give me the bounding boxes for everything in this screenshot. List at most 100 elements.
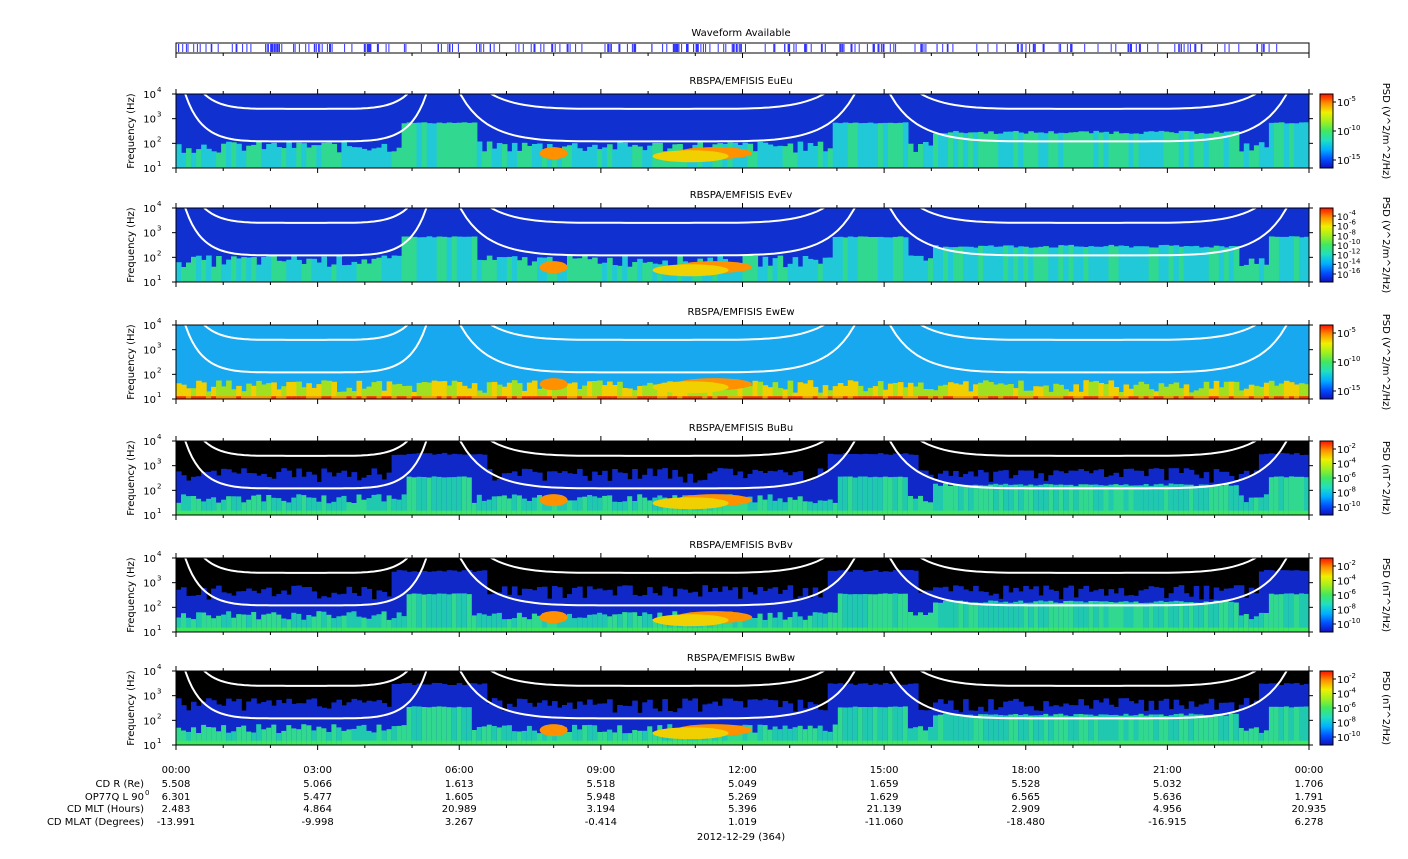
spectrogram-cell — [847, 740, 854, 745]
spectrogram-cell — [938, 602, 944, 632]
spectrogram-cell — [1188, 246, 1195, 282]
spectrogram-cell — [401, 236, 408, 282]
spectrogram-cell — [1108, 380, 1115, 399]
spectrogram-cell — [842, 627, 849, 632]
spectrogram-cell — [506, 594, 513, 632]
spectrogram-cell — [1118, 245, 1125, 282]
spectrogram-cell — [1163, 485, 1170, 515]
spectrogram-cell — [1113, 131, 1120, 168]
spectrogram-cell — [1273, 706, 1280, 745]
spectrogram-cell — [732, 700, 739, 745]
spectrogram-cell — [356, 396, 363, 399]
spectrogram-cell — [1108, 627, 1115, 632]
spectrogram-cell — [832, 396, 839, 399]
spectrogram-cell — [491, 496, 498, 515]
y-tick-label: 10 — [143, 278, 156, 289]
spectrogram-cell — [1123, 713, 1130, 745]
spectrogram-cell — [857, 396, 864, 399]
spectrogram-cell — [336, 152, 342, 168]
spectrogram-cell — [491, 259, 498, 282]
spectrogram-cell — [582, 510, 588, 515]
y-axis-label: Frequency (Hz) — [126, 93, 137, 169]
spectrogram-cell — [506, 627, 513, 632]
cyclotron-curve-upper — [489, 208, 826, 224]
spectrogram-cell — [582, 704, 588, 745]
spectrogram-cell — [226, 627, 232, 632]
waveform-mark — [631, 44, 633, 52]
spectrogram-cell — [632, 510, 638, 515]
spectrogram-cell — [476, 390, 483, 399]
spectrogram-cell — [1258, 740, 1265, 745]
spectrogram-cell — [602, 590, 608, 632]
spectrogram-cell — [862, 236, 869, 282]
y-tick-label: 10 — [143, 139, 156, 150]
spectrogram-cell — [1058, 245, 1064, 282]
spectrogram-cell — [321, 256, 327, 282]
spectrogram-cell — [391, 618, 398, 632]
spectrogram-cell — [511, 731, 518, 745]
waveform-mark — [1238, 44, 1240, 52]
spectrogram-cell — [406, 707, 413, 745]
spectrogram-cell — [181, 510, 187, 515]
spectrogram-cell — [526, 265, 533, 282]
spectrogram-cell — [792, 396, 799, 399]
spectrogram-cell — [1248, 587, 1255, 632]
spectrogram-cell — [1218, 601, 1225, 632]
spectrogram-cell — [842, 385, 849, 399]
spectrogram-cell — [1248, 619, 1255, 632]
spectrogram-cell — [978, 396, 984, 399]
spectrogram-cell — [1143, 384, 1150, 399]
spectrogram-cell — [617, 381, 623, 399]
spectrogram-cell — [371, 701, 378, 745]
spectrogram-cell — [276, 740, 282, 745]
spectrogram-cell — [1043, 396, 1049, 399]
spectrogram-cell — [837, 236, 844, 282]
spectrogram-cell — [316, 740, 322, 745]
spectrogram-cell — [351, 627, 358, 632]
spectrogram-cell — [1248, 627, 1255, 632]
spectrogram-cell — [647, 396, 653, 399]
cyclotron-curve-lower — [184, 325, 428, 374]
waveform-mark — [250, 44, 252, 52]
colorbar — [1319, 93, 1334, 169]
spectrogram-cell — [607, 616, 613, 632]
spectrogram-cell — [216, 380, 222, 399]
spectrogram-cell — [321, 142, 327, 168]
spectrogram-cell — [1133, 384, 1140, 399]
waveform-mark — [1189, 44, 1191, 52]
spectrogram-cell — [1294, 384, 1300, 399]
spectrogram-cell — [993, 740, 999, 745]
spectrogram-cell — [1048, 391, 1054, 399]
spectrogram-cell — [346, 740, 353, 745]
spectrogram-cell — [501, 257, 508, 282]
spectrogram-cell — [887, 593, 894, 632]
spectrogram-cell — [712, 396, 718, 399]
spectrogram-cell — [802, 627, 809, 632]
spectrogram-cell — [521, 142, 528, 168]
spectrogram-cell — [301, 143, 307, 168]
spectrogram-cell — [531, 144, 538, 168]
spectrogram-cell — [968, 246, 974, 282]
spectrogram-cell — [471, 730, 478, 745]
spectrogram-cell — [1268, 122, 1275, 168]
waveform-mark — [265, 44, 267, 52]
spectrogram-cell — [1299, 740, 1305, 745]
spectrogram-cell — [231, 496, 237, 515]
spectrogram-cell — [637, 616, 643, 632]
spectrogram-cell — [1038, 484, 1044, 515]
spectrogram-feature — [539, 724, 568, 737]
spectrogram-cell — [211, 588, 217, 632]
spectrogram-cell — [732, 264, 739, 282]
spectrogram-cell — [627, 510, 633, 515]
spectrogram-cell — [256, 494, 262, 515]
spectrogram-cell — [1098, 396, 1104, 399]
spectrogram-cell — [321, 611, 327, 632]
spectrogram-cell — [827, 396, 834, 399]
spectrogram-cell — [953, 740, 959, 745]
spectrogram-cell — [261, 589, 267, 632]
spectrogram-cell — [557, 627, 563, 632]
spectrogram-cell — [336, 472, 342, 515]
spectrogram-cell — [1088, 714, 1094, 745]
spectrogram-cell — [341, 593, 347, 632]
spectrogram-cell — [632, 730, 638, 745]
